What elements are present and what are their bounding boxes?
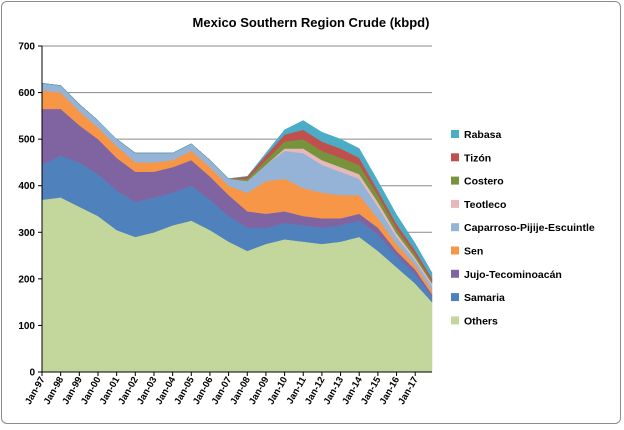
legend-label: Costero — [464, 176, 504, 188]
y-tick-label: 0 — [29, 368, 35, 379]
legend-swatch — [451, 293, 459, 302]
legend-label: Tizón — [464, 152, 491, 164]
legend-swatch — [451, 316, 459, 325]
legend-swatch — [451, 176, 459, 185]
y-tick-label: 100 — [18, 321, 35, 332]
y-tick-label: 500 — [18, 135, 35, 146]
y-tick-label: 700 — [18, 42, 35, 53]
legend-label: Others — [464, 315, 498, 327]
legend-swatch — [451, 199, 459, 208]
x-axis-ticks: Jan-97Jan-98Jan-99Jan-00Jan-01Jan-02Jan-… — [23, 372, 421, 407]
legend: Rabasa Tizón Costero Teotleco Caparroso-Piji… — [451, 129, 595, 327]
legend-label: Rabasa — [464, 129, 502, 141]
chart-title: Mexico Southern Region Crude (kbpd) — [193, 15, 430, 30]
legend-label: Samaria — [464, 292, 505, 304]
legend-label: Jujo-Tecominoacán — [464, 269, 562, 281]
area-chart: Mexico Southern Region Crude (kbpd) 0 100… — [18, 15, 595, 407]
y-tick-label: 300 — [18, 228, 35, 239]
legend-swatch — [451, 269, 459, 278]
legend-label: Sen — [464, 246, 483, 258]
y-tick-label: 200 — [18, 274, 35, 285]
legend-swatch — [451, 246, 459, 255]
y-tick-label: 600 — [18, 88, 35, 99]
axes — [41, 46, 432, 373]
y-axis-ticks: 0 100 200 300 400 500 600 700 — [18, 42, 42, 379]
legend-swatch — [451, 223, 459, 232]
legend-swatch — [451, 130, 459, 138]
legend-label: Teotleco — [464, 199, 506, 211]
area-rabasa — [41, 83, 433, 280]
chart-frame: Mexico Southern Region Crude (kbpd) 0 100… — [1, 1, 621, 424]
area-series — [41, 83, 433, 373]
y-tick-label: 400 — [18, 181, 35, 192]
legend-swatch — [451, 153, 459, 162]
legend-label: Caparroso-Pijije-Escuintle — [464, 222, 595, 234]
